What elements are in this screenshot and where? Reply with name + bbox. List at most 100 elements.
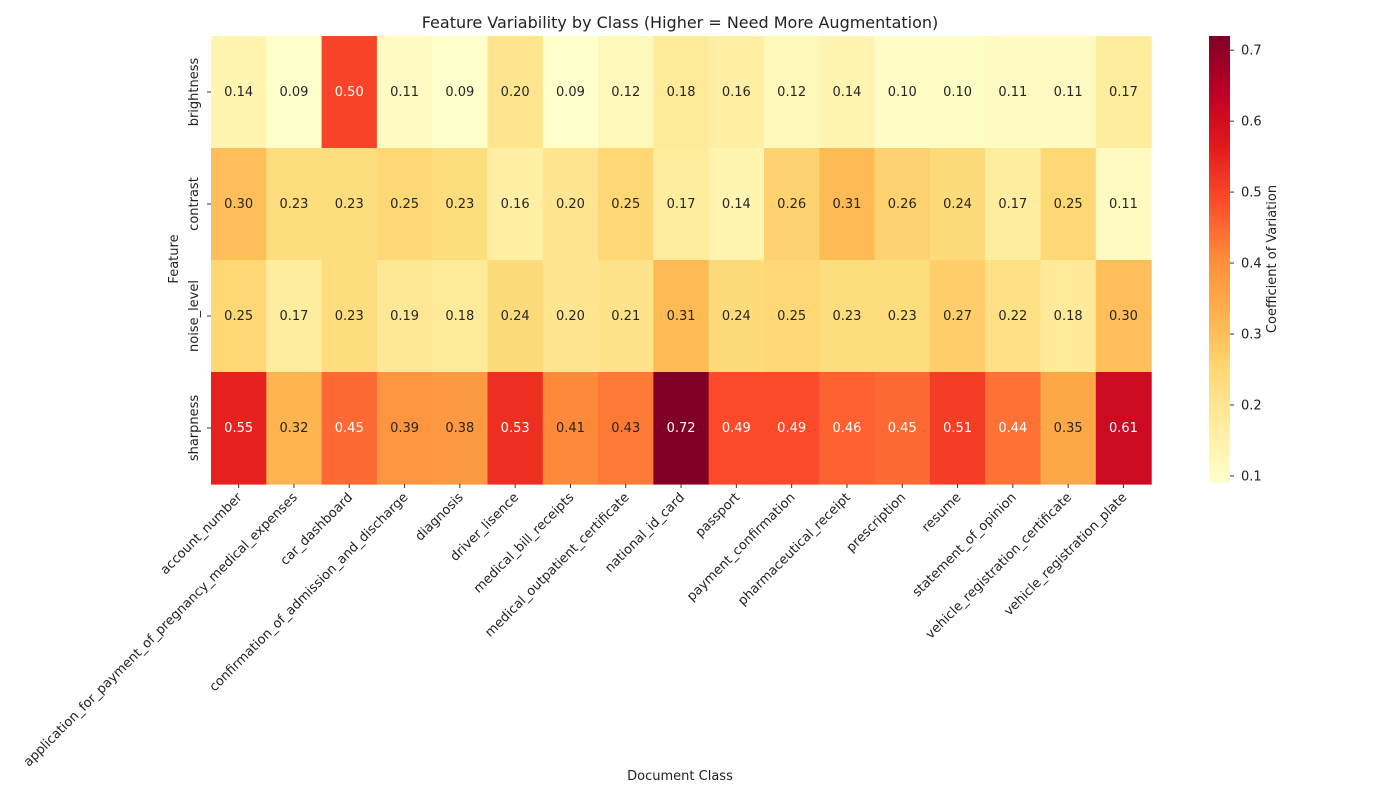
heatmap-cell	[432, 372, 489, 485]
heatmap-cell	[432, 36, 489, 149]
heatmap-cell	[542, 36, 599, 149]
colorbar-tick-label: 0.4	[1241, 257, 1262, 272]
row-label: brightness	[187, 57, 202, 126]
cell-value-label: 0.43	[611, 421, 640, 436]
colorbar-ticks: 0.1 0.2 0.3 0.4 0.5 0.6 0.7	[1230, 44, 1262, 484]
cell-value-label: 0.20	[556, 197, 585, 212]
heatmap-cell	[487, 148, 544, 261]
cell-value-label: 0.23	[832, 309, 861, 324]
cell-value-label: 0.16	[501, 197, 530, 212]
column-label: resume	[919, 490, 964, 535]
x-axis-label: Document Class	[627, 769, 733, 784]
row-label: sharpness	[187, 395, 202, 462]
colorbar-tick-label: 0.6	[1241, 115, 1262, 130]
heatmap-cell	[376, 36, 433, 149]
cell-value-label: 0.19	[390, 309, 419, 324]
cell-value-label: 0.51	[943, 421, 972, 436]
column-label: statement_of_opinion	[910, 490, 1020, 600]
heatmap-cell	[1040, 372, 1097, 485]
column-label: payment_confirmation	[684, 490, 798, 604]
cell-value-label: 0.20	[501, 85, 530, 100]
cell-value-label: 0.25	[224, 309, 253, 324]
cell-value-label: 0.12	[611, 85, 640, 100]
cell-value-label: 0.24	[722, 309, 751, 324]
heatmap-cell	[764, 148, 820, 261]
cell-value-label: 0.14	[722, 197, 751, 212]
heatmap-cell	[874, 36, 931, 149]
cell-value-label: 0.44	[998, 421, 1027, 436]
cell-value-label: 0.25	[611, 197, 640, 212]
column-label: medical_bill_receipts	[471, 490, 577, 596]
cell-value-label: 0.10	[943, 85, 972, 100]
heatmap-cell	[653, 36, 710, 149]
column-label: pharmaceutical_receipt	[735, 490, 854, 609]
heatmap-cell	[985, 148, 1042, 261]
cell-value-label: 0.25	[777, 309, 806, 324]
heatmap-cell	[764, 260, 820, 373]
heatmap-cell	[985, 260, 1042, 373]
heatmap-cell	[653, 372, 710, 485]
heatmap-cell	[874, 260, 931, 373]
heatmap-cell	[321, 372, 378, 485]
cell-value-label: 0.46	[832, 421, 861, 436]
heatmap-cell	[376, 372, 433, 485]
cell-value-label: 0.17	[998, 197, 1027, 212]
colorbar-tick-label: 0.7	[1241, 44, 1262, 59]
heatmap-cell	[598, 372, 654, 485]
cell-value-label: 0.16	[722, 85, 751, 100]
heatmap-cell	[1040, 260, 1097, 373]
cell-value-label: 0.17	[279, 309, 308, 324]
heatmap-cell	[542, 372, 599, 485]
cell-value-label: 0.31	[667, 309, 696, 324]
cell-value-label: 0.50	[335, 85, 364, 100]
column-labels: account_numberapplication_for_payment_of…	[21, 484, 1130, 770]
heatmap-cell	[211, 36, 267, 149]
cell-value-label: 0.21	[611, 309, 640, 324]
cell-value-label: 0.45	[888, 421, 917, 436]
colorbar	[1209, 36, 1230, 483]
cell-value-label: 0.22	[998, 309, 1027, 324]
heatmap-cell	[432, 260, 489, 373]
cell-value-label: 0.09	[445, 85, 474, 100]
heatmap-cell	[874, 148, 931, 261]
heatmap-cell	[1095, 36, 1152, 149]
cell-value-label: 0.49	[777, 421, 806, 436]
heatmap-cell	[819, 36, 876, 149]
heatmap-cell	[266, 148, 323, 261]
cell-value-label: 0.30	[224, 197, 253, 212]
heatmap-cell	[819, 260, 876, 373]
heatmap-cell	[321, 260, 378, 373]
cell-value-label: 0.26	[777, 197, 806, 212]
heatmap-cell	[1095, 260, 1152, 373]
colorbar-label: Coefficient of Variation	[1265, 185, 1280, 333]
cell-value-label: 0.61	[1109, 421, 1138, 436]
cell-value-label: 0.11	[390, 85, 419, 100]
cell-value-label: 0.45	[335, 421, 364, 436]
cell-value-label: 0.23	[279, 197, 308, 212]
heatmap-cell	[708, 36, 765, 149]
cell-value-label: 0.11	[998, 85, 1027, 100]
cell-value-label: 0.25	[1054, 197, 1083, 212]
heatmap-cell	[708, 372, 765, 485]
heatmap-cell	[929, 260, 986, 373]
heatmap-cell	[874, 372, 931, 485]
cell-value-label: 0.31	[832, 197, 861, 212]
heatmap-cell	[487, 36, 544, 149]
heatmap-cell	[376, 148, 433, 261]
cell-value-label: 0.12	[777, 85, 806, 100]
heatmap-cell	[929, 148, 986, 261]
heatmap-cell	[708, 148, 765, 261]
row-label: noise_level	[187, 280, 202, 352]
column-label: passport	[693, 490, 744, 541]
cell-value-label: 0.10	[888, 85, 917, 100]
heatmap-cell	[487, 372, 544, 485]
heatmap-cell	[376, 260, 433, 373]
heatmap-cell	[929, 372, 986, 485]
cell-value-label: 0.25	[390, 197, 419, 212]
heatmap-cell	[432, 148, 489, 261]
cell-value-label: 0.20	[556, 309, 585, 324]
heatmap-cell	[764, 372, 820, 485]
column-label: application_for_payment_of_pregnancy_med…	[21, 490, 301, 770]
heatmap-cell	[819, 372, 876, 485]
cell-value-label: 0.72	[667, 421, 696, 436]
